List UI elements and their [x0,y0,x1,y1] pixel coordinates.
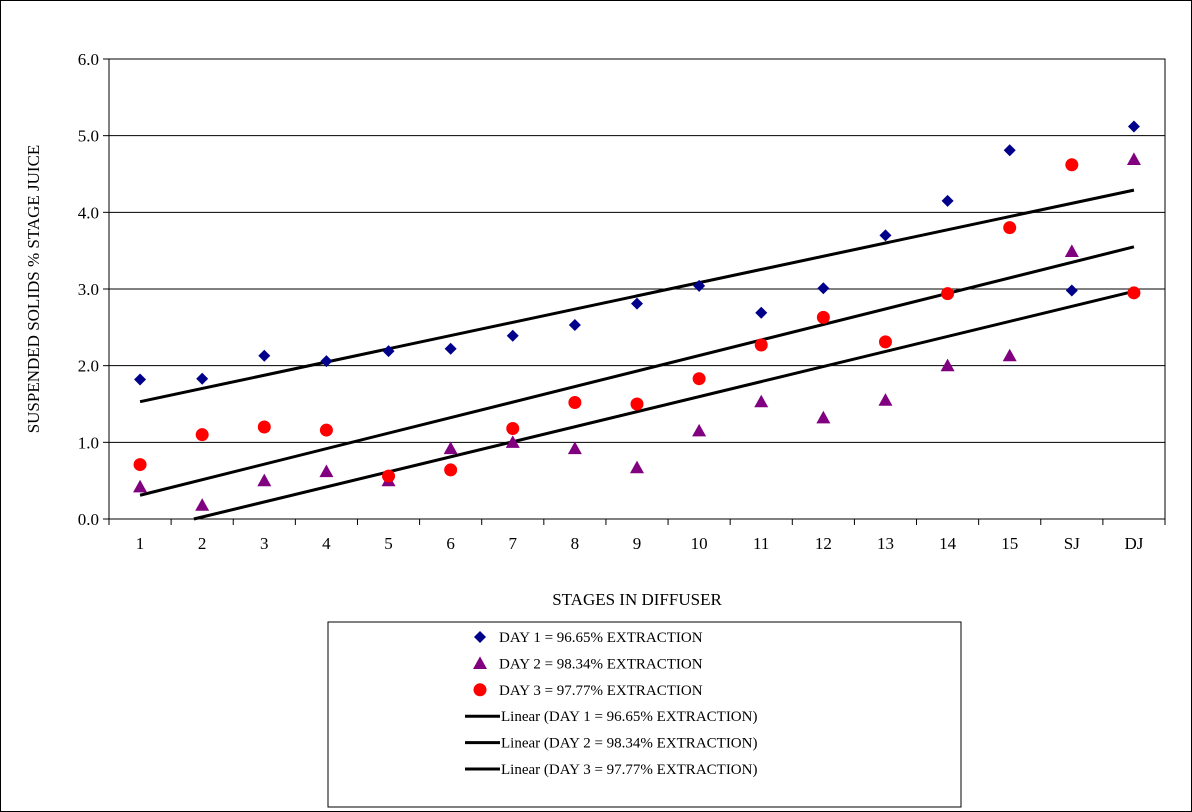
data-point [568,395,582,409]
data-point [443,441,458,455]
legend: DAY 1 = 96.65% EXTRACTION DAY 2 = 98.34% … [327,621,962,808]
data-point [1126,152,1141,166]
gridlines [109,135,1165,443]
y-axis-title: SUSPENDED SOLIDS % STAGE JUICE [24,145,43,434]
x-tick-label: 14 [939,534,957,553]
data-point [878,335,892,349]
data-point [320,355,333,368]
data-point [817,282,830,295]
trendlines [139,188,1135,521]
data-point [258,349,271,362]
x-tick-label: 7 [509,534,518,553]
x-axis: 1 2 3 4 5 6 7 8 9 10 11 12 13 14 15 SJ DJ [108,519,1166,553]
data-point [1127,286,1141,300]
data-point [257,473,272,487]
x-tick-label: 8 [571,534,580,553]
data-point [382,469,396,483]
trendline [139,188,1135,404]
legend-label: DAY 3 = 97.77% EXTRACTION [499,683,703,699]
data-point [878,393,893,406]
data-point [133,458,147,472]
data-point [196,372,209,385]
data-point [879,229,892,242]
legend-marker [473,656,487,669]
data-point [195,498,210,511]
data-point [319,423,333,437]
trendline [193,289,1135,521]
legend-label: Linear (DAY 1 = 96.65% EXTRACTION) [501,709,757,725]
data-point [755,306,768,319]
data-point [693,279,706,292]
x-axis-title: STAGES IN DIFFUSER [552,590,722,609]
legend-box [327,621,962,808]
data-point [631,297,643,310]
x-tick-label: 2 [198,534,207,553]
data-point [133,479,148,493]
x-tick-label: 6 [446,534,455,553]
data-point [567,441,582,455]
data-point [382,345,395,358]
y-tick-label: 5.0 [78,127,99,146]
data-point [505,435,520,448]
data-point [319,464,334,478]
x-tick-label: 5 [384,534,393,553]
x-tick-label: 1 [136,534,145,553]
data-points [133,120,1141,511]
data-point [940,358,955,372]
data-point [754,394,769,408]
data-point [444,463,458,477]
data-point [1002,348,1017,362]
legend-label: DAY 1 = 96.65% EXTRACTION [499,630,703,646]
x-tick-label: 10 [691,534,708,553]
x-tick-label: SJ [1064,534,1080,553]
data-point [754,338,768,352]
data-point [816,310,830,324]
data-point [1127,120,1140,133]
data-point [1003,144,1016,157]
data-point [630,397,644,411]
data-point [506,422,520,436]
y-tick-label: 6.0 [78,50,99,69]
x-tick-label: DJ [1124,534,1143,553]
x-tick-label: 13 [877,534,894,553]
x-tick-label: 9 [633,534,642,553]
x-tick-label: 3 [260,534,269,553]
y-tick-label: 2.0 [78,357,99,376]
y-axis: 0.0 1.0 2.0 3.0 4.0 5.0 6.0 [78,50,109,529]
legend-label: DAY 2 = 98.34% EXTRACTION [499,656,703,672]
x-tick-label: 4 [322,534,331,553]
y-tick-label: 4.0 [78,203,99,222]
y-tick-label: 1.0 [78,433,99,452]
legend-marker [473,683,487,697]
data-point [444,342,457,355]
y-tick-label: 3.0 [78,280,99,299]
data-point [257,420,271,434]
data-point [195,428,209,442]
x-tick-label: 11 [753,534,769,553]
data-point [1065,284,1078,297]
data-point [630,460,644,474]
data-point [941,194,954,207]
y-tick-label: 0.0 [78,510,99,529]
data-point [1065,158,1079,172]
legend-label: Linear (DAY 3 = 97.77% EXTRACTION) [501,762,757,778]
data-point [568,319,581,332]
x-tick-label: 12 [815,534,832,553]
legend-label: Linear (DAY 2 = 98.34% EXTRACTION) [501,736,757,752]
trendline [139,245,1135,497]
data-point [941,287,955,301]
x-tick-label: 15 [1001,534,1018,553]
data-point [692,423,707,437]
data-point [1003,221,1017,235]
data-point [816,410,831,424]
data-point [1064,244,1079,258]
data-point [692,372,706,386]
data-point [506,329,519,342]
data-point [134,373,147,386]
legend-marker [474,631,486,643]
